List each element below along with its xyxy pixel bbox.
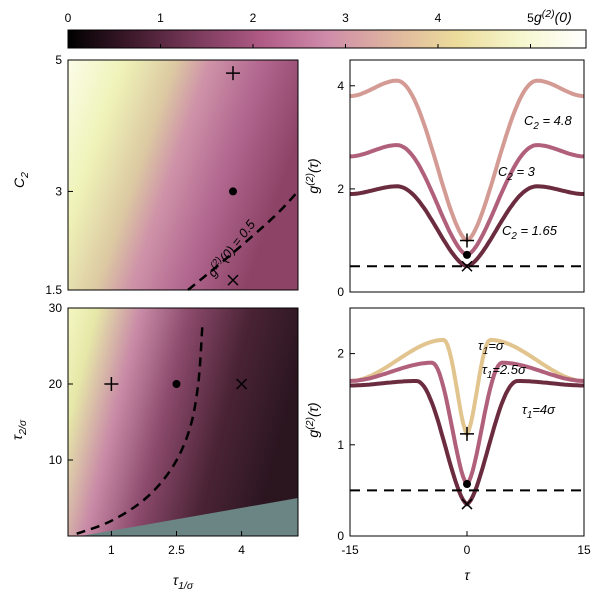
x-tick-label: 0 xyxy=(464,543,471,557)
panel-c-contour-line xyxy=(76,323,204,535)
colorbar-tick-label: 5 xyxy=(527,11,534,25)
y-tick-label: 2 xyxy=(337,347,344,361)
y-tick-label: 4 xyxy=(337,79,344,93)
panel-a-ylabel: C2 xyxy=(11,172,31,188)
colorbar-label: g(2)(0) xyxy=(534,8,572,25)
panel-c-xticks: 1 2.5 4 xyxy=(108,531,245,557)
panel-a-background xyxy=(68,60,298,290)
cross-marker xyxy=(227,274,239,286)
series-label-1: C2 = 4.8 xyxy=(524,113,572,132)
panel-a-contour-line xyxy=(187,190,299,291)
y-tick-label: 20 xyxy=(49,377,63,391)
panel-b-ylabel: g(2)(τ) xyxy=(304,158,321,193)
y-tick-label: 3 xyxy=(55,184,62,198)
dot-marker xyxy=(463,250,471,259)
x-tick-label: 1 xyxy=(108,543,115,557)
panel-b-series-labels: C2 = 4.8 C2 = 3 C2 = 1.65 xyxy=(498,113,572,242)
x-tick-label: 4 xyxy=(238,543,245,557)
panel-c-ylabel: τ2/σ xyxy=(9,419,29,440)
panel-b-lines: 0 2 4 C2 = 4.8 C2 = 3 C2 = 1.65 g(2)(τ) xyxy=(304,59,585,299)
colorbar-gradient xyxy=(67,29,587,49)
panel-a-frame xyxy=(67,59,299,291)
series-line-1 xyxy=(349,337,585,439)
plus-marker xyxy=(460,426,474,441)
series-line-1 xyxy=(349,78,585,243)
panel-a-markers xyxy=(226,66,240,286)
y-tick-label: 1 xyxy=(337,438,344,452)
colorbar-tick-label: 2 xyxy=(250,11,257,25)
colorbar: 0 1 2 3 4 5 g(2)(0) xyxy=(65,8,587,49)
panel-d-ylabel: g(2)(τ) xyxy=(304,402,321,437)
panel-d-series xyxy=(349,337,585,507)
colorbar-tick-label: 1 xyxy=(157,11,164,25)
panel-c-yticks: 10 20 30 xyxy=(49,301,73,467)
series-label-3: τ1=4σ xyxy=(522,402,556,421)
panel-b-frame xyxy=(349,59,585,293)
dot-marker xyxy=(172,380,181,388)
x-tick-label: -15 xyxy=(341,543,359,557)
series-label-2: τ1=2.5σ xyxy=(482,362,527,381)
panel-d-yticks: 0 1 2 xyxy=(337,347,355,543)
y-tick-label: 0 xyxy=(337,529,344,543)
plus-marker xyxy=(460,233,474,248)
panel-d-xlabel: τ xyxy=(464,567,470,583)
panel-b-yticks: 0 2 4 xyxy=(337,79,355,299)
panel-d-markers xyxy=(460,426,474,510)
series-label-2: C2 = 3 xyxy=(498,164,536,183)
plus-marker xyxy=(226,66,240,81)
plus-marker xyxy=(104,377,119,391)
colorbar-tick-label: 0 xyxy=(65,11,72,25)
y-tick-label: 30 xyxy=(49,301,63,315)
panel-c-frame xyxy=(67,307,299,537)
cross-marker xyxy=(461,260,473,272)
panel-c-background xyxy=(68,308,298,536)
panel-b-markers xyxy=(460,233,474,272)
panel-d-series-labels: τ1=σ τ1=2.5σ τ1=4σ xyxy=(478,338,556,421)
series-label-3: C2 = 1.65 xyxy=(502,223,558,242)
panel-a-yticks: 1.5 3 5 xyxy=(45,53,73,297)
panel-c-markers xyxy=(104,377,248,391)
series-line-2 xyxy=(349,360,585,488)
colorbar-ticks: 0 1 2 3 4 5 xyxy=(65,11,534,48)
y-tick-label: 0 xyxy=(337,285,344,299)
y-tick-label: 5 xyxy=(55,53,62,67)
cross-marker xyxy=(461,498,473,510)
cross-marker xyxy=(236,378,248,390)
dot-marker xyxy=(463,480,471,489)
panel-c-xlabel: τ1/σ xyxy=(173,572,194,592)
panel-d-xticks: -15 0 15 xyxy=(341,531,591,557)
y-tick-label: 2 xyxy=(337,182,344,196)
colorbar-tick-label: 3 xyxy=(342,11,349,25)
y-tick-label: 10 xyxy=(49,453,63,467)
series-label-1: τ1=σ xyxy=(478,338,505,357)
x-tick-label: 2.5 xyxy=(168,543,185,557)
y-tick-label: 1.5 xyxy=(45,283,62,297)
x-tick-label: 15 xyxy=(577,543,591,557)
colorbar-tick-label: 4 xyxy=(435,11,442,25)
panel-a-heatmap: g(2)(0) = 0.5 1.535 C2 xyxy=(11,53,299,297)
panel-c-excluded-region xyxy=(81,498,298,536)
dot-marker xyxy=(229,187,237,196)
